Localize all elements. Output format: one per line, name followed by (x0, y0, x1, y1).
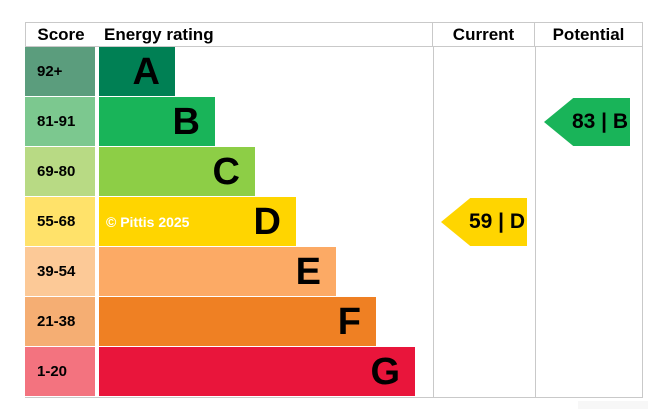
score-range: 69-80 (25, 147, 95, 196)
score-range: 21-38 (25, 297, 95, 346)
band-row-f: 21-38 F (25, 297, 643, 347)
score-range: 39-54 (25, 247, 95, 296)
epc-table: Score Energy rating Current Potential 92… (25, 22, 643, 398)
band-row-a: 92+ A (25, 47, 643, 97)
score-range: 1-20 (25, 347, 95, 396)
band-bar-c: C (99, 147, 255, 196)
column-gap (95, 297, 99, 346)
band-bar-f: F (99, 297, 376, 346)
column-divider-potential-left (535, 47, 536, 397)
faint-corner-watermark (578, 401, 648, 409)
band-letter: C (212, 150, 240, 193)
score-range: 92+ (25, 47, 95, 96)
band-bar-a: A (99, 47, 175, 96)
band-bar-e: E (99, 247, 336, 296)
band-letter: E (295, 250, 321, 293)
column-gap (95, 197, 99, 246)
column-gap (95, 247, 99, 296)
table-header: Score Energy rating Current Potential (25, 22, 643, 47)
score-range: 55-68 (25, 197, 95, 246)
score-range: 81-91 (25, 97, 95, 146)
band-row-d: 55-68 © Pittis 2025 D (25, 197, 643, 247)
header-potential: Potential (534, 23, 642, 46)
band-bar-b: B (99, 97, 215, 146)
column-divider-current-left (433, 47, 434, 397)
band-bar-d: © Pittis 2025 D (99, 197, 296, 246)
header-energy-rating: Energy rating (104, 24, 214, 44)
band-letter: G (370, 350, 400, 393)
band-letter: B (172, 100, 200, 143)
band-letter: A (132, 50, 160, 93)
band-row-b: 81-91 B (25, 97, 643, 147)
band-row-g: 1-20 G (25, 347, 643, 397)
band-row-e: 39-54 E (25, 247, 643, 297)
band-letter: F (337, 300, 361, 343)
header-score: Score (37, 24, 85, 44)
column-gap (95, 147, 99, 196)
pittis-watermark: © Pittis 2025 (106, 213, 190, 230)
header-current: Current (432, 23, 534, 46)
band-letter: D (253, 200, 281, 243)
table-body: 92+ A 81-91 B 69-80 C (25, 47, 643, 398)
column-gap (95, 347, 99, 396)
column-gap (95, 47, 99, 96)
band-row-c: 69-80 C (25, 147, 643, 197)
band-bar-g: G (99, 347, 415, 396)
column-gap (95, 97, 99, 146)
table-right-border (642, 47, 643, 397)
